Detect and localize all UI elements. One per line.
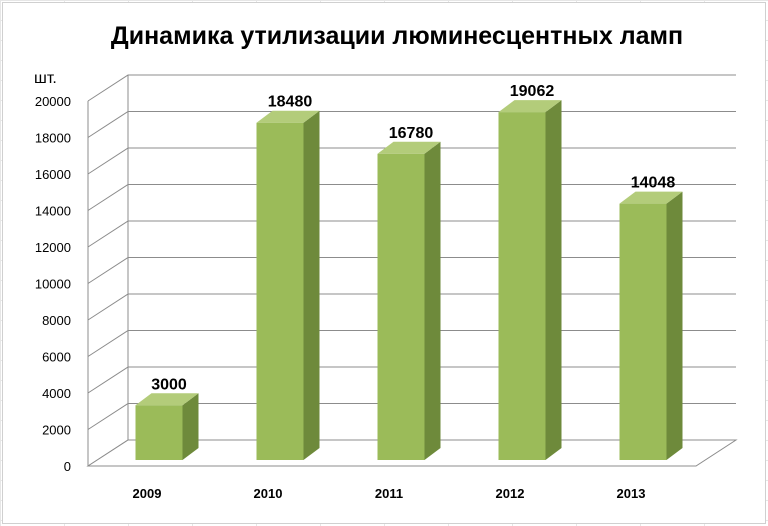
y-tick-label: 0 <box>64 459 71 474</box>
bar-side <box>666 191 683 460</box>
bar-side <box>182 393 199 460</box>
data-label: 16780 <box>389 125 434 142</box>
y-tick-label: 6000 <box>42 350 71 365</box>
y-tick-label: 8000 <box>42 313 71 328</box>
bar-front <box>135 405 183 460</box>
data-label: 3000 <box>151 376 187 393</box>
y-axis-ticks: 0 2000 4000 6000 8000 10000 12000 14000 16000 180… <box>35 94 71 474</box>
data-label: 19062 <box>510 83 555 100</box>
x-tick-label: 2013 <box>617 486 646 501</box>
bar <box>619 191 683 460</box>
bar-front <box>498 112 546 460</box>
y-tick-label: 18000 <box>35 131 71 146</box>
y-tick-label: 2000 <box>42 423 71 438</box>
chart-title: Динамика утилизации люминесцентных ламп <box>111 22 683 50</box>
data-label: 14048 <box>631 175 676 192</box>
data-label: 18480 <box>268 94 313 111</box>
bar-side <box>424 141 441 460</box>
bar-top <box>498 100 562 113</box>
bar-side <box>303 110 320 461</box>
bar <box>256 110 320 461</box>
bar <box>377 141 441 460</box>
bar-front <box>619 203 667 460</box>
bar-top <box>619 191 683 204</box>
y-axis-unit-label: шт. <box>34 70 57 87</box>
bars <box>135 100 683 461</box>
x-tick-label: 2009 <box>133 486 162 501</box>
bar <box>135 393 199 460</box>
y-tick-label: 4000 <box>42 386 71 401</box>
bar-front <box>256 122 304 461</box>
bar <box>498 100 562 460</box>
y-tick-label: 10000 <box>35 277 71 292</box>
gridline <box>87 74 736 102</box>
y-tick-label: 14000 <box>35 204 71 219</box>
bar-side <box>545 100 562 460</box>
bar-top <box>377 141 441 154</box>
gridlines <box>87 74 736 467</box>
y-tick-label: 12000 <box>35 240 71 255</box>
x-axis-ticks: 2009 2010 2011 2012 2013 <box>133 486 646 501</box>
y-tick-label: 20000 <box>35 94 71 109</box>
bar-top <box>256 110 320 123</box>
bar-top <box>135 393 199 406</box>
x-tick-label: 2010 <box>254 486 283 501</box>
bar-front <box>377 153 425 460</box>
x-tick-label: 2012 <box>496 486 525 501</box>
y-tick-label: 16000 <box>35 167 71 182</box>
x-tick-label: 2011 <box>375 486 403 501</box>
data-labels: 3000 18480 16780 19062 14048 <box>151 83 675 393</box>
